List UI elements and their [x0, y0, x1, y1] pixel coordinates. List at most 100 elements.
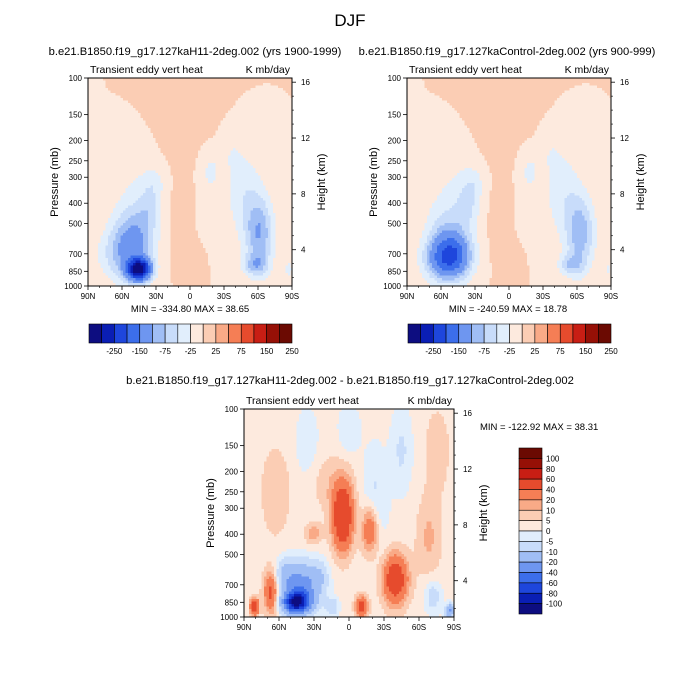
x-tick-label: 30N: [307, 623, 322, 632]
colorbar-label: 75: [556, 347, 565, 356]
colorbar-label: 75: [237, 347, 246, 356]
colorbar-box: [518, 468, 543, 480]
colorbar-label: 250: [285, 347, 299, 356]
x-tick-label: 30S: [217, 292, 231, 301]
min-max-label: MIN = -240.59 MAX = 18.78: [449, 304, 567, 315]
colorbar-box: [445, 323, 460, 344]
variable-label: Transient eddy vert heat: [409, 64, 522, 76]
colorbar-box: [279, 323, 293, 344]
x-tick-label: 30N: [468, 292, 483, 301]
colorbar-box: [518, 478, 543, 490]
colorbar-label: -80: [546, 589, 558, 598]
colorbar-box: [266, 323, 280, 344]
x-tick-label: 60S: [412, 623, 426, 632]
y-tick-label: 150: [388, 111, 402, 120]
colorbar-box: [126, 323, 141, 344]
x-tick-label: 90N: [237, 623, 252, 632]
colorbar-label: 150: [260, 347, 274, 356]
colorbar-box: [547, 323, 561, 344]
units-label: K mb/day: [565, 64, 610, 76]
colorbar-label: 0: [546, 527, 551, 536]
colorbar-label: 10: [546, 506, 555, 515]
y2-tick-label: 4: [620, 246, 625, 255]
colorbar-label: -250: [106, 347, 123, 356]
y-tick-label: 850: [69, 267, 83, 276]
colorbar-box: [139, 323, 153, 344]
colorbar: -250 -150 -75 -25 25 75 150 250: [407, 323, 618, 356]
contour-field: [407, 78, 612, 287]
x-tick-label: 60S: [251, 292, 265, 301]
colorbar-label: 25: [211, 347, 220, 356]
min-max-label: MIN = -122.92 MAX = 38.31: [480, 422, 598, 433]
colorbar-box: [559, 323, 574, 344]
colorbar-box: [518, 458, 543, 470]
y-tick-label: 150: [225, 442, 239, 451]
colorbar-box: [598, 323, 612, 344]
colorbar-label: 250: [604, 347, 618, 356]
y-tick-label: 700: [225, 581, 239, 590]
y-tick-label: 100: [225, 405, 239, 414]
x-tick-label: 60N: [115, 292, 130, 301]
colorbar-label: -25: [504, 347, 516, 356]
colorbar-box: [518, 520, 543, 532]
x-tick-label: 90S: [604, 292, 618, 301]
colorbar-label: -5: [546, 537, 554, 546]
y-tick-label: 200: [225, 468, 239, 477]
colorbar-label: -150: [132, 347, 149, 356]
colorbar-box: [420, 323, 434, 344]
y2-axis-title: Height (km): [316, 154, 328, 211]
colorbar-box: [190, 323, 204, 344]
colorbar-label: 60: [546, 475, 555, 484]
colorbar-box: [407, 323, 421, 344]
colorbar-box: [433, 323, 447, 344]
colorbar-label: 5: [546, 517, 551, 526]
y2-tick-label: 8: [463, 521, 468, 530]
colorbar-label: -150: [451, 347, 468, 356]
x-tick-label: 90S: [285, 292, 299, 301]
panel-title: b.e21.B1850.f19_g17.127kaControl-2deg.00…: [359, 46, 656, 58]
colorbar-box: [518, 572, 543, 584]
variable-label: Transient eddy vert heat: [90, 64, 203, 76]
colorbar-box: [518, 447, 543, 459]
contour-field: [88, 78, 293, 287]
colorbar-label: -100: [546, 600, 563, 609]
y2-tick-label: 12: [620, 134, 629, 143]
colorbar-label: -75: [478, 347, 490, 356]
colorbar-label: -10: [546, 548, 558, 557]
y-tick-label: 700: [69, 250, 83, 259]
x-tick-label: 30S: [377, 623, 391, 632]
colorbar-box: [101, 323, 115, 344]
x-tick-label: 30N: [149, 292, 164, 301]
colorbar-box: [518, 561, 543, 573]
x-tick-label: 60N: [434, 292, 449, 301]
colorbar-box: [534, 323, 548, 344]
colorbar-box: [164, 323, 179, 344]
colorbar-label: 150: [579, 347, 593, 356]
colorbar-box: [518, 551, 543, 563]
y2-tick-label: 16: [463, 409, 472, 418]
figure-title: DJF: [334, 11, 365, 30]
y-tick-label: 1000: [64, 282, 82, 291]
colorbar-box: [518, 541, 543, 553]
y-tick-label: 250: [69, 157, 83, 166]
contour-panel-2: b.e21.B1850.f19_g17.127kaControl-2deg.00…: [359, 46, 656, 356]
y-tick-label: 850: [225, 598, 239, 607]
colorbar-box: [253, 323, 267, 344]
y2-axis-title: Height (km): [478, 485, 490, 542]
colorbar-box: [88, 323, 102, 344]
x-tick-label: 90N: [400, 292, 415, 301]
contour-panel-3: b.e21.B1850.f19_g17.127kaH11-2deg.002 - …: [126, 375, 598, 632]
colorbar-label: 20: [546, 496, 555, 505]
y-tick-label: 200: [69, 137, 83, 146]
colorbar-label: 80: [546, 465, 555, 474]
y2-tick-label: 16: [620, 78, 629, 87]
colorbar-box: [483, 323, 498, 344]
colorbar: -250 -150 -75 -25 25 75 150 250: [88, 323, 299, 356]
x-tick-label: 60N: [272, 623, 287, 632]
y-tick-label: 100: [388, 74, 402, 83]
colorbar-box: [496, 323, 510, 344]
colorbar-box: [458, 323, 472, 344]
y-tick-label: 500: [69, 219, 83, 228]
y2-tick-label: 16: [301, 78, 310, 87]
